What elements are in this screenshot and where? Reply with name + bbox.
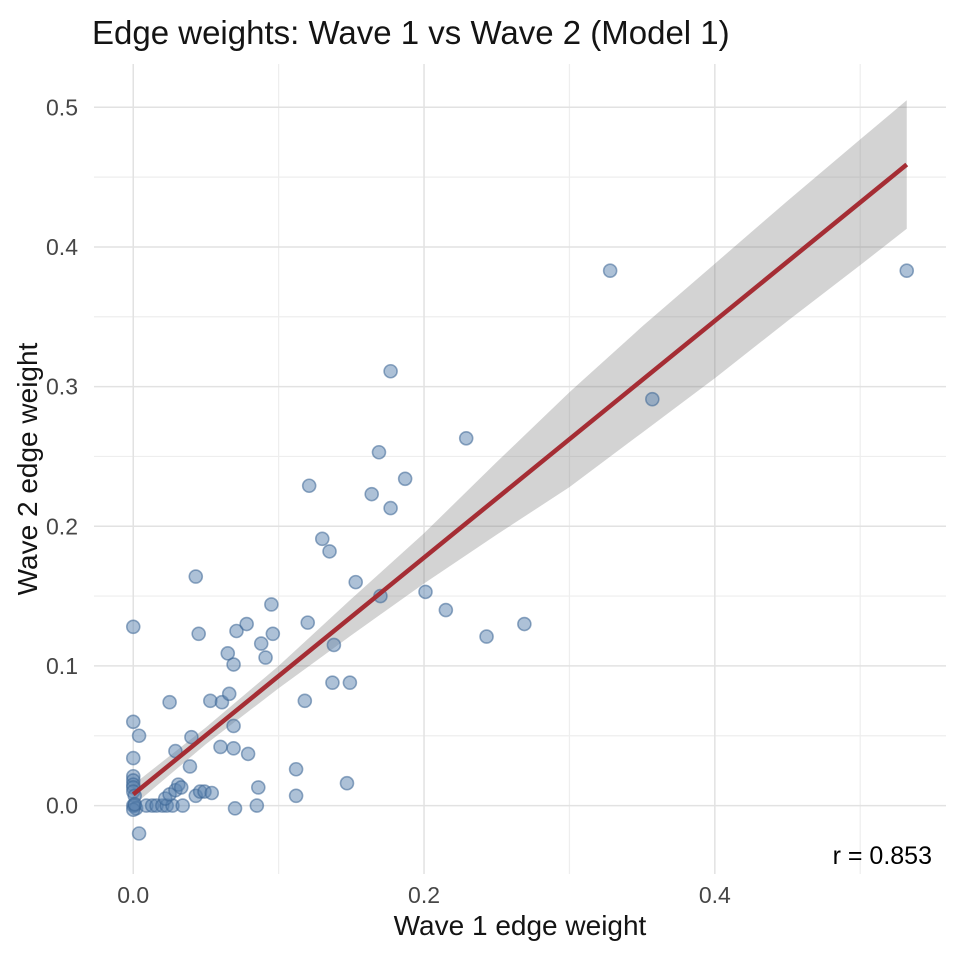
scatter-point [125, 619, 141, 635]
scatter-point [249, 798, 265, 813]
scatter-point [191, 626, 206, 642]
scatter-point [125, 714, 141, 730]
correlation-annotation: r = 0.853 [832, 842, 932, 870]
y-tick-label: 0.5 [46, 94, 78, 120]
scatter-point [288, 761, 304, 777]
scatter-point [383, 363, 398, 379]
scatter-point [229, 623, 244, 639]
scatter-point [184, 729, 199, 745]
scatter-point [300, 615, 316, 630]
scatter-point [220, 646, 236, 661]
scatter-point [517, 616, 532, 632]
x-axis-title: Wave 1 edge weight [393, 910, 647, 941]
scatter-point [125, 750, 141, 766]
scatter-point [314, 531, 330, 547]
y-tick-label: 0.1 [46, 653, 78, 679]
scatter-point [322, 544, 337, 559]
scatter-point [227, 801, 243, 816]
scatter-point [265, 626, 281, 642]
scatter-point [204, 785, 220, 801]
scatter-point [418, 584, 433, 600]
scatter-point [326, 637, 342, 653]
scatter-point [162, 694, 177, 710]
scatter-point [297, 693, 313, 709]
scatter-point [226, 657, 241, 672]
x-tick-label: 0.2 [408, 882, 440, 908]
scatter-point [364, 486, 379, 502]
scatter-point [348, 574, 364, 590]
scatter-point [239, 616, 254, 632]
scatter-point [240, 746, 256, 762]
y-axis-title: Wave 2 edge weight [12, 342, 43, 596]
scatter-point [383, 500, 398, 516]
scatter-point [173, 780, 189, 795]
scatter-point [131, 728, 147, 744]
scatter-point [645, 391, 660, 407]
scatter-point [226, 741, 241, 756]
y-tick-label: 0.0 [46, 793, 78, 819]
scatter-point [253, 636, 269, 651]
x-tick-label: 0.4 [699, 882, 731, 908]
scatter-point [226, 718, 241, 734]
scatter-point [899, 263, 915, 278]
scatter-point [301, 478, 317, 494]
scatter-point [339, 775, 355, 791]
scatter-point [325, 675, 340, 690]
scatter-point [342, 675, 358, 690]
scatter-point [458, 430, 474, 446]
scatter-point [438, 602, 454, 618]
y-tick-label: 0.3 [46, 374, 78, 400]
scatter-point [213, 739, 228, 755]
y-tick-label: 0.4 [46, 234, 78, 260]
scatter-point [264, 597, 279, 612]
scatter-point [397, 471, 413, 487]
regression-line [131, 162, 909, 797]
scatter-point [479, 629, 494, 644]
scatter-point [221, 686, 237, 702]
confidence-band [133, 100, 907, 806]
scatter-point [258, 650, 273, 665]
scatter-point [371, 444, 387, 460]
scatter-point [250, 780, 266, 795]
scatter-point [188, 569, 204, 584]
x-tick-label: 0.0 [117, 882, 149, 908]
scatter-point [288, 788, 304, 804]
scatter-point [182, 759, 198, 774]
scatter-point [131, 826, 147, 841]
scatter-point [602, 263, 618, 278]
y-tick-label: 0.2 [46, 513, 78, 539]
chart-title: Edge weights: Wave 1 vs Wave 2 (Model 1) [92, 14, 730, 51]
scatter-point [175, 798, 190, 813]
